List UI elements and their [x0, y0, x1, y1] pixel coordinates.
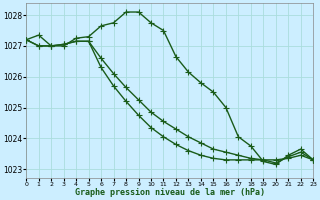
X-axis label: Graphe pression niveau de la mer (hPa): Graphe pression niveau de la mer (hPa)	[75, 188, 265, 197]
